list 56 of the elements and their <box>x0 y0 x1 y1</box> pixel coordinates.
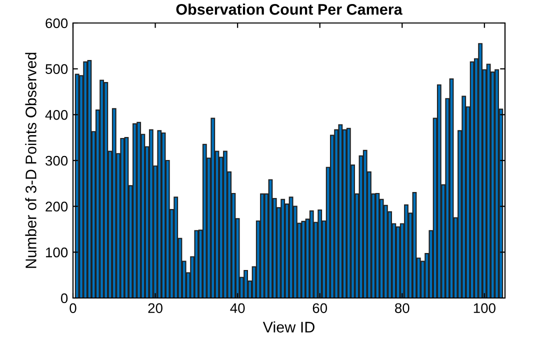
bar <box>486 64 491 298</box>
y-tick-label: 200 <box>46 202 68 212</box>
bar <box>124 137 129 298</box>
bar <box>396 226 400 298</box>
bar <box>74 74 80 298</box>
bar <box>120 138 125 298</box>
bar <box>104 82 108 298</box>
bar <box>202 144 207 298</box>
y-tick-label: 500 <box>46 64 68 74</box>
bar <box>338 124 343 298</box>
bar <box>223 150 228 298</box>
bar <box>210 118 216 298</box>
bar <box>112 108 116 298</box>
chart-title: Observation Count Per Camera <box>176 4 402 15</box>
bar <box>318 209 322 298</box>
bar <box>148 129 154 298</box>
x-tick-label: 0 <box>70 303 76 314</box>
bar <box>449 78 454 298</box>
y-tick-label: 400 <box>45 110 68 120</box>
y-tick-label: 0 <box>60 293 68 304</box>
bar <box>260 193 264 298</box>
bar <box>362 150 368 298</box>
bar <box>280 198 286 298</box>
bar <box>494 69 499 298</box>
bar <box>375 192 380 298</box>
x-tick-label: 100 <box>474 303 496 314</box>
x-axis-title: View ID <box>262 321 314 333</box>
bar <box>244 270 248 298</box>
bar <box>83 61 88 298</box>
y-axis-title: Number of 3-D Points Observed <box>25 52 36 268</box>
bar <box>404 204 408 298</box>
bar <box>346 128 351 298</box>
bar <box>161 132 166 298</box>
bar <box>268 179 273 298</box>
x-tick-label: 20 <box>148 303 162 314</box>
bar <box>462 96 466 298</box>
x-tick-label: 40 <box>230 303 245 314</box>
bar <box>100 80 104 298</box>
bar <box>194 230 199 298</box>
bar <box>174 196 178 298</box>
x-tick-label: 80 <box>395 303 410 314</box>
x-tick-label: 60 <box>312 303 328 314</box>
bar <box>309 210 314 298</box>
y-tick-label: 300 <box>46 156 68 166</box>
y-tick-label: 100 <box>46 248 68 258</box>
bar <box>436 84 442 298</box>
y-tick-label: 600 <box>46 18 68 28</box>
bar <box>136 122 142 298</box>
bar <box>87 60 92 298</box>
bar <box>157 130 162 298</box>
bar <box>288 196 294 298</box>
bar <box>412 192 417 298</box>
bar <box>478 43 483 298</box>
bar <box>470 61 474 298</box>
bar <box>132 123 137 298</box>
bar <box>301 220 306 298</box>
